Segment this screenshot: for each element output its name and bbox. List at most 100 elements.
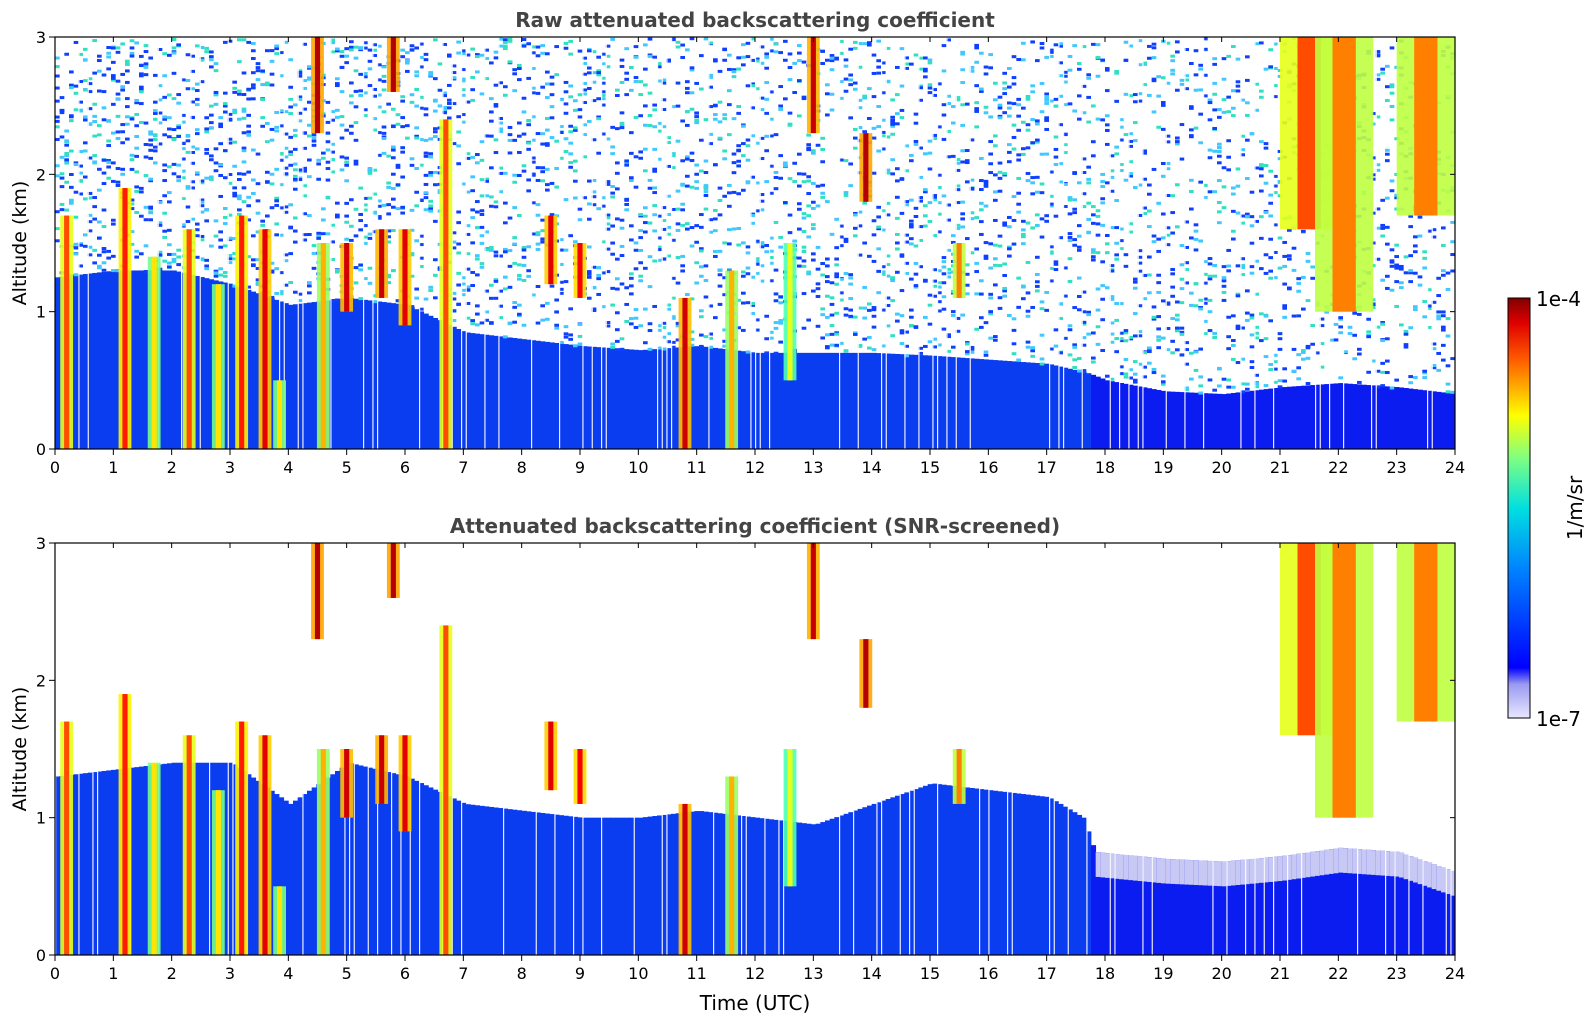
noise-speckle [801,264,807,268]
noise-speckle [1123,133,1129,137]
noise-speckle [699,87,704,91]
noise-speckle [591,178,597,182]
noise-speckle [349,198,354,202]
noise-speckle [120,123,125,127]
noise-speckle [633,185,639,189]
noise-speckle [498,171,503,175]
noise-speckle [573,196,578,200]
noise-speckle [484,318,489,322]
noise-speckle [755,318,760,322]
noise-speckle [825,257,830,261]
noise-speckle [1221,290,1227,294]
noise-speckle [820,262,825,266]
noise-speckle [1455,184,1460,187]
noise-speckle [638,150,643,154]
noise-speckle [316,177,321,181]
noise-speckle [895,65,900,69]
noise-speckle [671,166,676,170]
noise-speckle [699,54,704,58]
noise-speckle [1221,298,1227,302]
x-tick-label: 2 [167,458,177,477]
noise-speckle [927,322,933,326]
noise-speckle [321,218,326,222]
noise-speckle [493,83,499,87]
noise-speckle [675,255,681,259]
noise-speckle [1067,279,1073,283]
noise-speckle [923,190,928,194]
noise-speckle [428,209,433,213]
noise-speckle [871,171,877,175]
noise-speckle [1231,314,1236,318]
noise-speckle [1035,190,1040,194]
noise-speckle [1077,248,1082,252]
noise-speckle [283,210,289,214]
noise-speckle [983,204,989,208]
noise-speckle [797,51,802,55]
noise-speckle [1296,314,1301,318]
noise-speckle [106,165,111,169]
noise-speckle [559,291,564,295]
noise-speckle [1035,255,1040,259]
boundary-layer-column [302,794,308,955]
noise-speckle [507,60,513,64]
noise-speckle [1161,103,1166,107]
noise-speckle [1021,285,1026,289]
noise-speckle [1053,214,1059,218]
noise-speckle [246,124,251,128]
noise-speckle [92,160,97,164]
noise-speckle [1086,165,1091,169]
missing-profile-gap [181,37,183,449]
noise-speckle [540,166,545,170]
noise-speckle [171,257,177,261]
noise-speckle [1189,377,1194,381]
noise-speckle [157,253,163,257]
noise-speckle [1259,95,1264,99]
noise-speckle [1436,314,1441,318]
noise-speckle [237,92,242,96]
boundary-layer-column [769,819,775,955]
boundary-layer-column [1151,389,1157,449]
boundary-layer-column [549,814,555,955]
noise-speckle [171,162,177,166]
noise-speckle [1184,388,1189,392]
missing-profile-gap [1011,543,1013,955]
noise-speckle [507,138,513,142]
boundary-layer-column [764,352,770,449]
boundary-layer-column [862,807,868,955]
missing-profile-gap [745,543,747,955]
noise-speckle [745,272,751,276]
noise-speckle [1030,346,1035,350]
noise-speckle [764,111,769,115]
noise-speckle [87,196,93,200]
noise-speckle [983,65,989,69]
boundary-layer-column [615,348,621,449]
boundary-layer-column [853,352,859,449]
noise-speckle [139,74,144,78]
noise-speckle [531,293,536,297]
boundary-layer-column [1007,792,1013,955]
noise-speckle [1385,152,1390,156]
noise-speckle [1156,94,1161,98]
noise-speckle [199,210,205,214]
noise-speckle [120,85,125,89]
noise-speckle [461,276,466,280]
noise-speckle [1254,82,1259,86]
noise-speckle [237,194,242,198]
noise-speckle [899,108,905,112]
noise-speckle [918,84,923,88]
noise-speckle [563,335,569,339]
noise-speckle [381,137,387,141]
noise-speckle [1002,273,1007,277]
noise-speckle [260,83,265,87]
noise-speckle [1198,88,1203,92]
noise-speckle [106,139,111,143]
noise-speckle [279,183,284,187]
noise-speckle [181,147,186,151]
boundary-layer-column [1282,387,1288,449]
boundary-layer-column [297,797,303,955]
noise-speckle [167,53,172,57]
noise-speckle [274,167,279,171]
noise-speckle [1133,312,1138,316]
noise-speckle [372,43,377,47]
noise-speckle [750,213,755,217]
